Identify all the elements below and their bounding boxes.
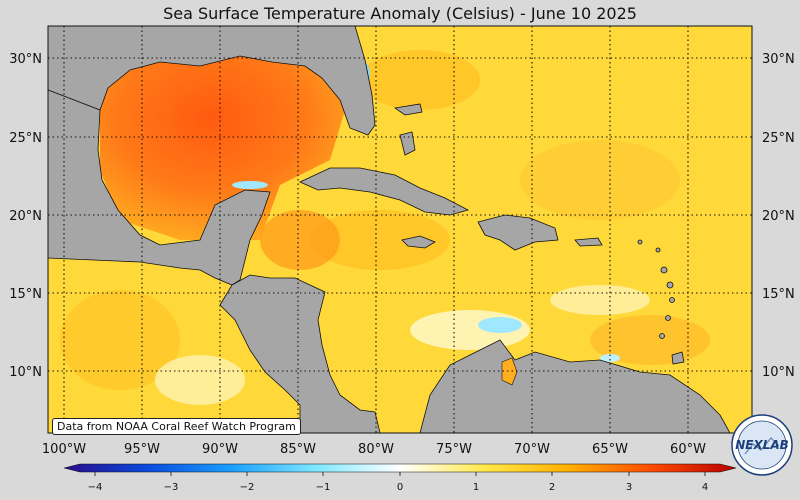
colorbar-tick-label: 0 (397, 482, 403, 493)
lat-label: 15°N (762, 287, 795, 302)
lat-label: 25°N (762, 131, 795, 146)
lat-label: 30°N (762, 52, 795, 67)
colorbar-tick-label: 3 (626, 482, 632, 493)
warm-patch (60, 290, 180, 390)
bahamas-island (399, 131, 416, 156)
lon-labels: 100°W 95°W 90°W 85°W 80°W 75°W 70°W 65°W… (42, 442, 706, 457)
colorbar-tick-label: 4 (702, 482, 708, 493)
warm-patch (520, 140, 680, 220)
lon-label: 65°W (592, 442, 628, 457)
island (655, 247, 661, 253)
lat-label: 20°N (762, 209, 795, 224)
colorbar-tick-label: −2 (240, 482, 255, 493)
lake-maracaibo (501, 357, 518, 386)
colorbar-tick-label: −3 (164, 482, 179, 493)
data-credit: Data from NOAA Coral Reef Watch Program (52, 418, 301, 435)
map-plot-area (48, 26, 752, 433)
hispaniola (477, 214, 559, 251)
lon-label: 75°W (436, 442, 472, 457)
warm-patch (360, 50, 480, 110)
colorbar-tick-label: −1 (316, 482, 331, 493)
colorbar-ticks (94, 472, 706, 476)
lon-label: 60°W (670, 442, 706, 457)
bahamas-island (393, 103, 423, 116)
cool-patch (232, 181, 268, 189)
warm-patch (260, 210, 340, 270)
colorbar-tick-label: 2 (549, 482, 555, 493)
colorbar-tick-label: −4 (88, 482, 103, 493)
cool-patch (600, 354, 620, 362)
map-title: Sea Surface Temperature Anomaly (Celsius… (163, 4, 637, 23)
lon-label: 80°W (358, 442, 394, 457)
gulf-warm-anomaly (100, 52, 345, 240)
lon-label: 85°W (280, 442, 316, 457)
lat-label: 25°N (9, 131, 42, 146)
island (669, 297, 675, 303)
lat-label: 10°N (762, 365, 795, 380)
graticule (48, 26, 752, 433)
land (48, 26, 731, 433)
lon-label: 70°W (514, 442, 550, 457)
colorbar-bar (63, 463, 737, 473)
island (665, 315, 671, 321)
lon-label: 95°W (124, 442, 160, 457)
neutral-patch (550, 285, 650, 315)
lat-label: 30°N (9, 52, 42, 67)
lon-label: 100°W (42, 442, 86, 457)
logo-text: NEXLAB (735, 438, 789, 452)
lon-label: 90°W (202, 442, 238, 457)
central-america-landmass (219, 274, 381, 433)
neutral-patch (155, 355, 245, 405)
island (659, 333, 665, 339)
nexlab-logo: NEXLAB (731, 414, 793, 476)
island (666, 281, 674, 289)
map-frame (47, 25, 753, 434)
cool-patch (478, 317, 522, 333)
lat-labels-right: 30°N 25°N 20°N 15°N 10°N (762, 52, 795, 380)
mexico-landmass (48, 89, 271, 286)
warm-patch (310, 210, 450, 270)
colorbar: −4 −3 −2 −1 0 1 2 3 4 (63, 463, 737, 493)
usa-landmass (48, 26, 376, 136)
south-america-landmass (419, 339, 731, 433)
trinidad (671, 351, 685, 365)
puerto-rico (574, 237, 603, 247)
colorbar-tick-label: 1 (473, 482, 479, 493)
lat-labels-left: 30°N 25°N 20°N 15°N 10°N (9, 52, 42, 380)
jamaica (401, 235, 436, 249)
cuba (299, 167, 470, 216)
lat-label: 10°N (9, 365, 42, 380)
island (660, 266, 668, 274)
lat-label: 15°N (9, 287, 42, 302)
island (637, 239, 643, 245)
lat-label: 20°N (9, 209, 42, 224)
